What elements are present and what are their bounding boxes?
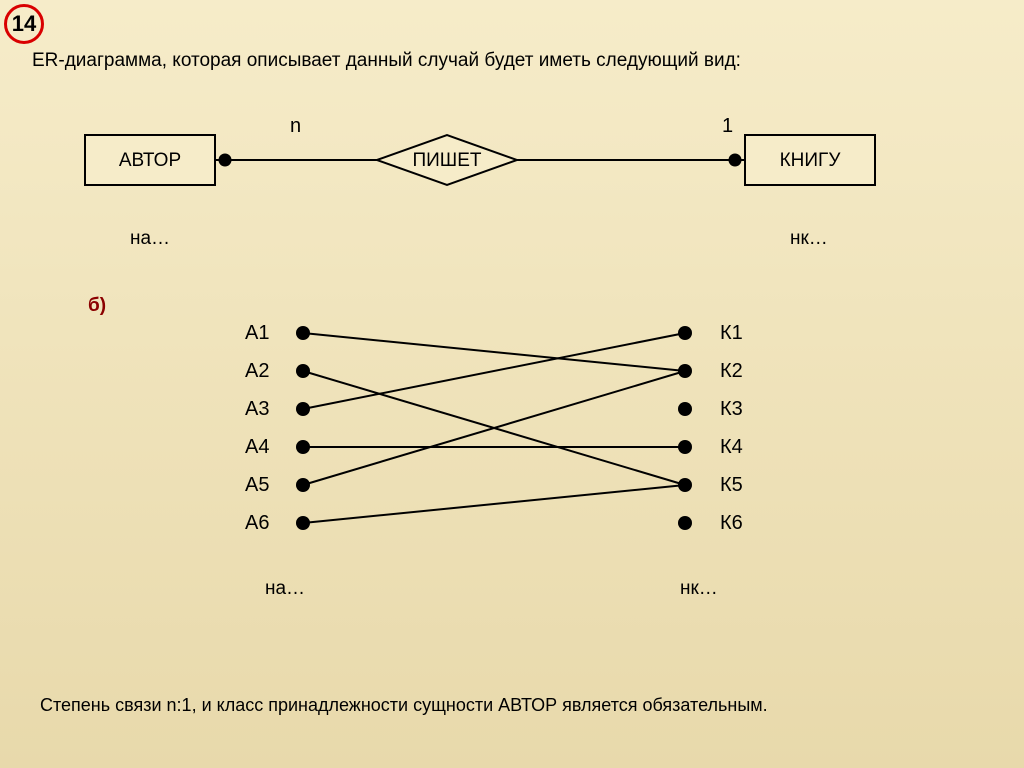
map-left-label: А3 [245,398,269,421]
mapping-note-right: нк… [680,578,718,600]
mapping-note-left: на… [265,578,305,600]
map-left-label: А6 [245,512,269,535]
mapping-diagram [0,0,1024,768]
map-right-label: К5 [720,474,743,497]
map-right-label: К3 [720,398,743,421]
map-left-label: А5 [245,474,269,497]
slide-page: 14 ER-диаграмма, которая описывает данны… [0,0,1024,768]
map-left-label: А4 [245,436,269,459]
map-right-label: К1 [720,322,743,345]
footer-text: Степень связи n:1, и класс принадлежност… [40,695,768,716]
map-left-label: А1 [245,322,269,345]
map-right-label: К4 [720,436,743,459]
map-right-label: К2 [720,360,743,383]
map-right-label: К6 [720,512,743,535]
map-left-label: А2 [245,360,269,383]
